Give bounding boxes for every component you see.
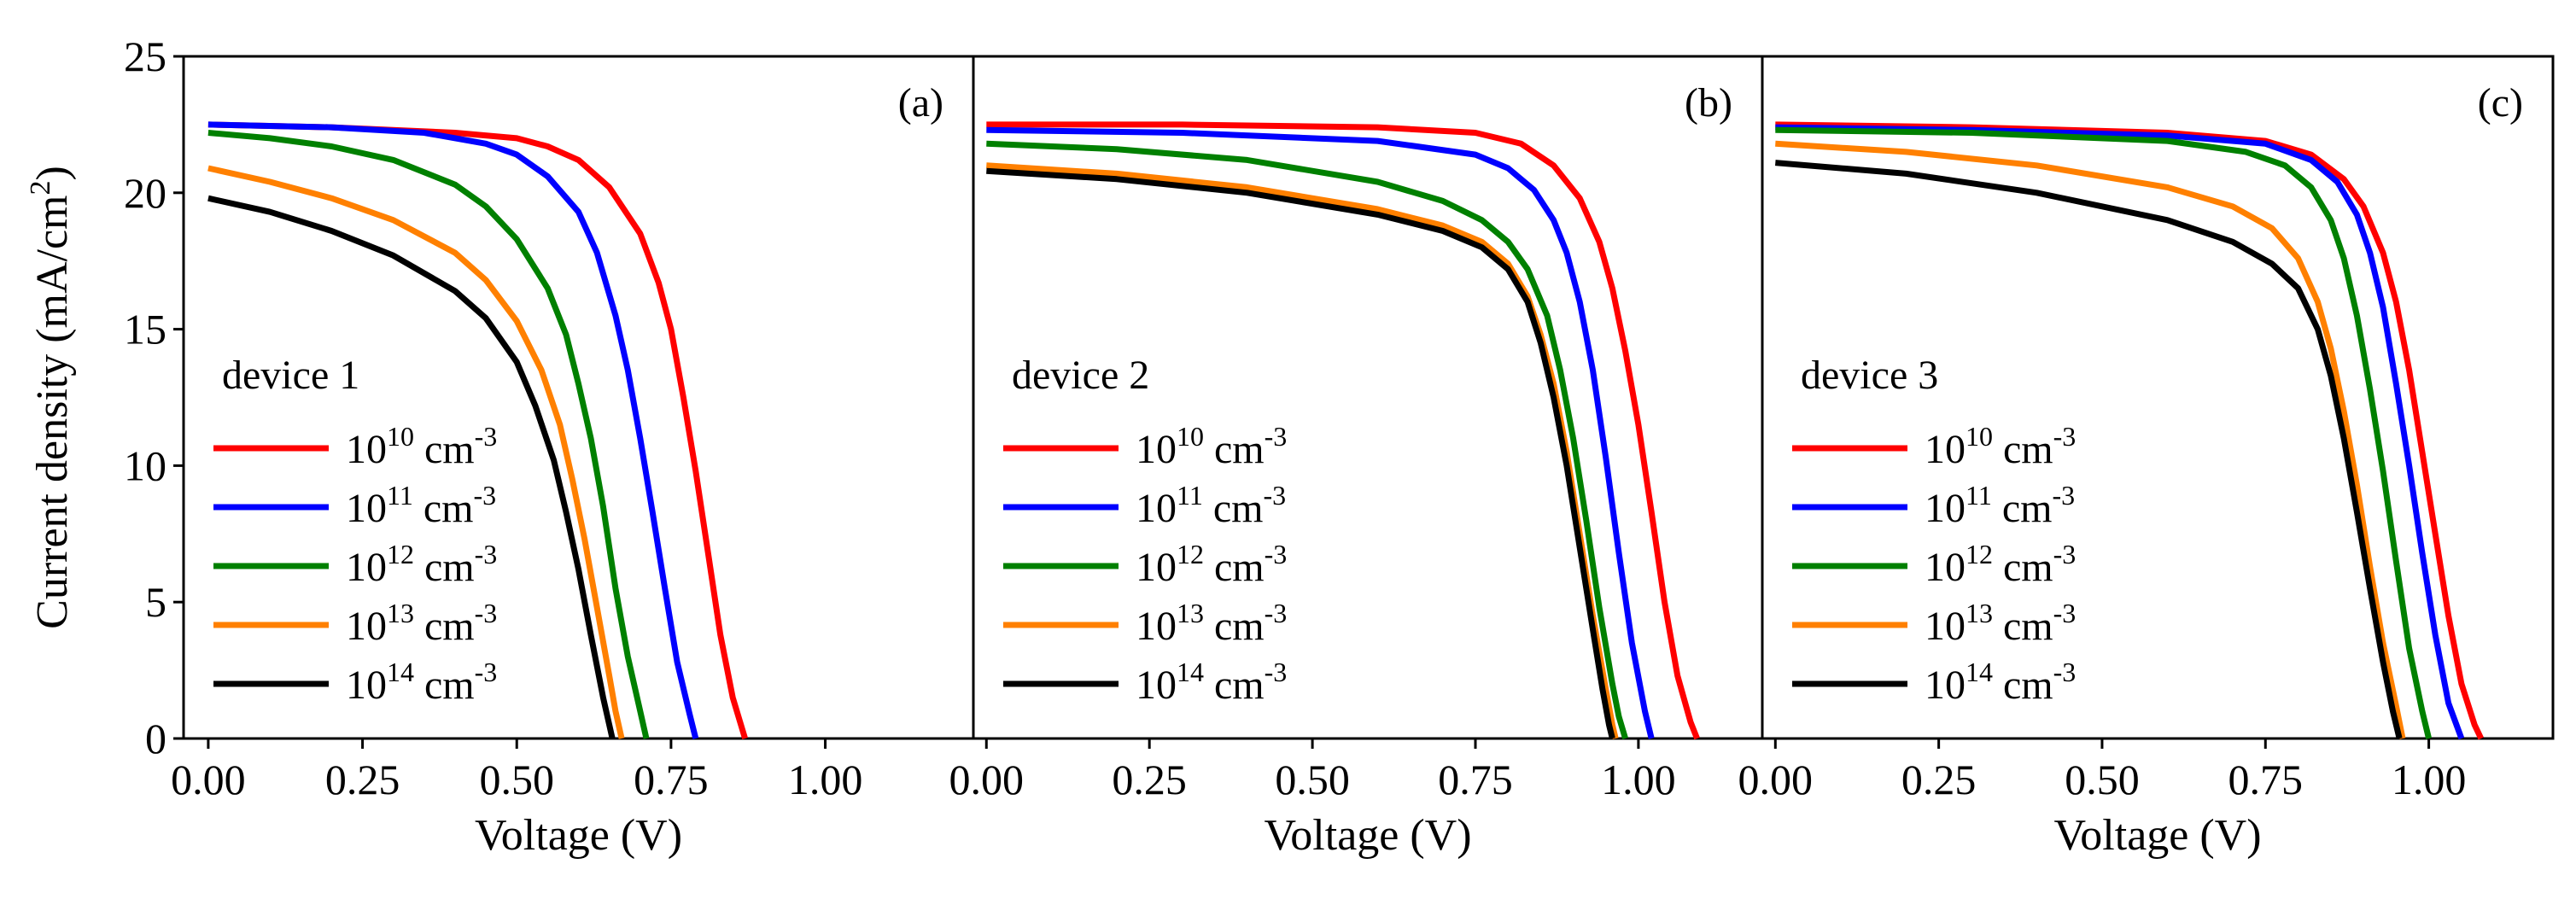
legend-title: device 2 [1012, 353, 1149, 398]
panel-b: 0.00 0.25 0.50 0.75 1.00 Voltage (V) (b) device… [949, 55, 1764, 860]
x-axis-label: Voltage (V) [475, 811, 682, 860]
legend-entry: 1013 cm-3 [1925, 598, 2076, 649]
legend-entry: 1013 cm-3 [1136, 598, 1287, 649]
curve-11 [1775, 124, 2465, 740]
curve-12 [986, 140, 1628, 739]
panel-label: (a) [898, 80, 943, 126]
legend-entry: 1011 cm-3 [1925, 480, 2075, 531]
x-tick-label: 0.50 [479, 756, 554, 803]
x-tick-label: 0.50 [2065, 756, 2140, 803]
legend-entry: 1014 cm-3 [1136, 657, 1287, 708]
x-tick-label: 1.00 [1601, 756, 1676, 803]
x-tick-label: 1.00 [2392, 756, 2467, 803]
curve-13 [1775, 140, 2406, 739]
legend-entry: 1012 cm-3 [1925, 539, 2076, 590]
x-tick-label: 0.00 [171, 756, 246, 803]
y-tick-label: 0 [145, 715, 166, 762]
x-tick-label: 0.75 [2228, 756, 2304, 803]
legend-entry: 1013 cm-3 [346, 598, 497, 649]
legend-title: device 1 [222, 353, 359, 398]
curve-13 [207, 165, 625, 739]
x-tick-label: 1.00 [788, 756, 863, 803]
x-tick-label: 0.25 [1901, 756, 1977, 803]
curve-12 [1775, 126, 2433, 739]
curve-10 [986, 121, 1700, 740]
curve-14 [986, 167, 1615, 739]
legend-entry: 1014 cm-3 [346, 657, 497, 708]
legend-entry: 1010 cm-3 [1925, 421, 2076, 472]
panel-frame [1761, 55, 2555, 740]
y-tick-label: 20 [124, 169, 166, 217]
legend-entry: 1010 cm-3 [346, 421, 497, 472]
x-tick-label: 0.75 [1438, 756, 1513, 803]
curve-13 [986, 162, 1619, 739]
curve-11 [207, 121, 699, 739]
panel-a: 0.00 0.25 0.50 0.75 1.00 Voltage (V) (a) device… [171, 55, 975, 860]
legend-entry: 1012 cm-3 [346, 539, 497, 590]
curve-10 [207, 121, 748, 740]
panel-label: (b) [1685, 80, 1732, 126]
x-axis-label: Voltage (V) [2053, 811, 2261, 860]
curve-14 [1775, 160, 2403, 739]
curve-12 [207, 130, 650, 739]
y-tick-label: 25 [124, 32, 166, 80]
x-tick-label: 0.00 [1738, 756, 1814, 803]
x-tick-label: 0.25 [325, 756, 400, 803]
legend-entry: 1012 cm-3 [1136, 539, 1287, 590]
x-tick-label: 0.25 [1112, 756, 1187, 803]
legend-entry: 1011 cm-3 [1136, 480, 1286, 531]
panel-c: 0.00 0.25 0.50 0.75 1.00 Voltage (V) (c) device… [1738, 55, 2555, 860]
legend-entry: 1010 cm-3 [1136, 421, 1287, 472]
curve-14 [207, 195, 616, 739]
y-tick-label: 5 [145, 578, 166, 626]
y-tick-label: 10 [124, 441, 166, 489]
legend-entry: 1011 cm-3 [346, 480, 496, 531]
y-axis-label: Current density (mA/cm2) [25, 166, 77, 629]
legend-title: device 3 [1801, 353, 1938, 398]
y-tick-label: 15 [124, 306, 166, 353]
x-tick-label: 0.00 [949, 756, 1025, 803]
x-axis-label: Voltage (V) [1264, 811, 1471, 860]
x-tick-label: 0.75 [634, 756, 709, 803]
panel-label: (c) [2478, 80, 2523, 126]
x-tick-label: 0.50 [1275, 756, 1350, 803]
legend-entry: 1014 cm-3 [1925, 657, 2076, 708]
curve-11 [986, 126, 1655, 739]
